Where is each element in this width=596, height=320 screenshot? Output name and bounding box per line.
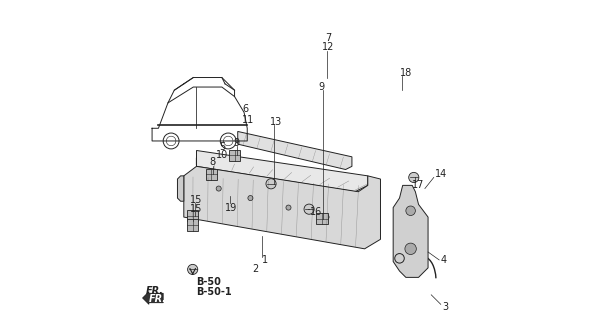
Text: 19: 19 [225,203,237,212]
Bar [187,219,198,231]
Text: 10: 10 [216,150,228,160]
Text: 7: 7 [325,33,332,43]
Text: 17: 17 [412,180,424,190]
Text: 18: 18 [399,68,412,78]
Circle shape [266,179,276,189]
Text: 1: 1 [262,255,268,265]
Polygon shape [184,166,380,249]
Text: 4: 4 [441,255,447,265]
Circle shape [409,172,419,182]
Text: 14: 14 [435,169,448,179]
Text: 11: 11 [241,115,254,125]
Bar [187,210,198,221]
Circle shape [405,243,417,254]
Text: 9: 9 [233,138,239,148]
Text: FR.: FR. [146,286,164,296]
Text: 6: 6 [243,104,249,114]
Text: 9: 9 [319,82,325,92]
Text: 3: 3 [442,301,448,312]
Polygon shape [178,176,184,201]
Text: 16: 16 [310,207,322,217]
Text: 13: 13 [270,117,283,127]
Bar [229,149,240,161]
Circle shape [406,206,415,215]
Text: 2: 2 [252,264,258,275]
Polygon shape [393,185,428,277]
Circle shape [188,264,198,275]
Text: B-50: B-50 [196,277,221,287]
Text: FR.: FR. [149,294,167,304]
Text: 5: 5 [220,142,226,152]
Circle shape [286,205,291,210]
Bar [316,213,327,224]
Circle shape [216,186,221,191]
Polygon shape [238,132,352,170]
Text: 8: 8 [209,156,215,167]
Circle shape [248,196,253,201]
Bar [206,169,217,180]
Text: 15: 15 [190,204,202,214]
Text: B-50-1: B-50-1 [196,287,231,297]
Circle shape [304,204,314,214]
Text: 12: 12 [322,42,334,52]
Text: 15: 15 [190,195,202,205]
Circle shape [324,215,329,220]
Polygon shape [197,150,368,192]
FancyArrow shape [142,292,163,304]
